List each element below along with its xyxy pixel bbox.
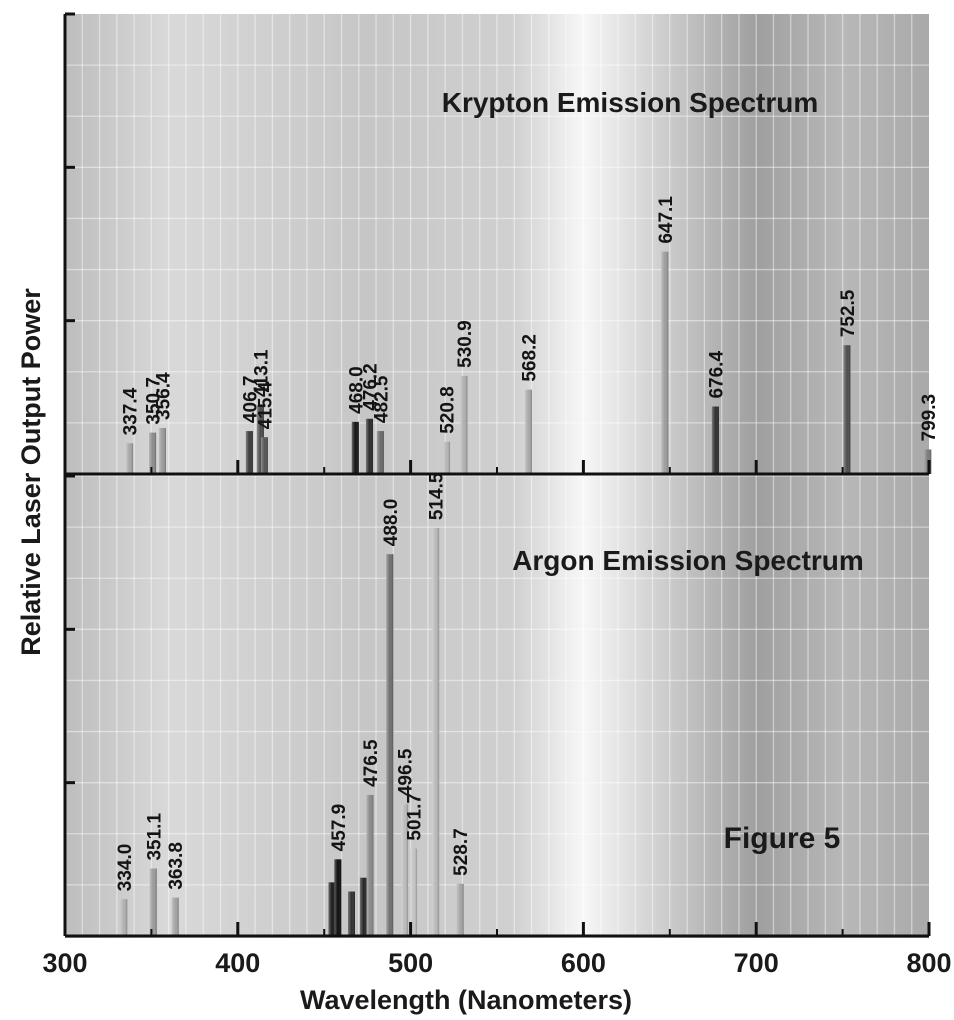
krypton-label-415.4: 415.4 xyxy=(255,381,276,429)
x-tick-labels: 300 400 500 600 700 800 xyxy=(42,948,951,978)
krypton-label-676.4: 676.4 xyxy=(706,351,727,399)
argon-bar-shading xyxy=(432,528,440,936)
krypton-title: Krypton Emission Spectrum xyxy=(442,87,819,118)
krypton-label-530.9: 530.9 xyxy=(455,320,476,368)
argon-label-457.9: 457.9 xyxy=(329,804,350,852)
argon-label-488.0: 488.0 xyxy=(381,499,402,547)
krypton-bar-shading xyxy=(711,406,719,474)
y-axis-label: Relative Laser Output Power xyxy=(16,288,46,656)
argon-bar-shading xyxy=(410,848,418,936)
krypton-bar-shading xyxy=(126,443,134,474)
krypton-bar-shading xyxy=(256,405,264,474)
krypton-label-356.4: 356.4 xyxy=(153,372,174,420)
krypton-bar-shading xyxy=(351,421,359,474)
krypton-label-647.1: 647.1 xyxy=(656,196,677,244)
argon-label-334.0: 334.0 xyxy=(115,844,136,892)
argon-bar-shading xyxy=(334,859,342,936)
argon-label-496.5: 496.5 xyxy=(396,748,417,796)
argon-bar-shading xyxy=(366,794,374,936)
krypton-bar-shading xyxy=(376,431,384,474)
krypton-label-799.3: 799.3 xyxy=(919,394,940,442)
krypton-label-413.1: 413.1 xyxy=(251,349,272,397)
krypton-label-350.7: 350.7 xyxy=(144,377,165,425)
argon-bar-shading xyxy=(149,868,157,936)
x-tick-label-800: 800 xyxy=(906,948,951,978)
krypton-label-406.7: 406.7 xyxy=(240,376,261,424)
krypton-bar-shading xyxy=(460,375,468,474)
krypton-bar-shading xyxy=(149,432,157,474)
x-axis-label: Wavelength (Nanometers) xyxy=(300,985,632,1015)
krypton-label-468.0: 468.0 xyxy=(346,366,367,414)
krypton-bar-shading xyxy=(245,431,253,474)
argon-label-476.5: 476.5 xyxy=(361,739,382,787)
argon-bar-shading xyxy=(348,891,356,936)
krypton-label-476.2: 476.2 xyxy=(360,363,381,411)
krypton-label-482.5: 482.5 xyxy=(371,375,392,423)
x-tick-label-500: 500 xyxy=(388,948,433,978)
krypton-bar-shading xyxy=(843,345,851,474)
krypton-bar-shading xyxy=(661,251,669,474)
argon-bar-shading xyxy=(120,899,128,936)
x-tick-label-600: 600 xyxy=(561,948,606,978)
argon-label-514.5: 514.5 xyxy=(427,472,448,520)
x-tick-label-700: 700 xyxy=(734,948,779,978)
argon-bar-shading xyxy=(401,804,409,936)
axes xyxy=(63,12,931,938)
plot-background xyxy=(65,14,929,938)
x-tick-label-400: 400 xyxy=(215,948,260,978)
argon-label-351.1: 351.1 xyxy=(144,813,165,861)
krypton-bar-shading xyxy=(158,428,166,474)
krypton-label-568.2: 568.2 xyxy=(519,334,540,382)
argon-bar-shading xyxy=(359,877,367,936)
argon-bar-shading xyxy=(386,554,394,936)
argon-bar-shading xyxy=(456,883,464,936)
argon-title: Argon Emission Spectrum xyxy=(512,545,864,576)
krypton-label-520.8: 520.8 xyxy=(438,386,459,434)
krypton-label-337.4: 337.4 xyxy=(121,387,142,435)
krypton-bar-shading xyxy=(524,389,532,474)
krypton-bar-shading xyxy=(443,441,451,474)
krypton-bar-shading xyxy=(365,418,373,474)
argon-label-528.7: 528.7 xyxy=(451,828,472,876)
argon-bar-shading xyxy=(171,897,179,936)
argon-bar-shading xyxy=(328,882,336,936)
x-tick-label-300: 300 xyxy=(42,948,87,978)
argon-label-501.7: 501.7 xyxy=(405,793,426,841)
krypton-label-752.5: 752.5 xyxy=(838,289,859,337)
krypton-bar-shading xyxy=(260,437,268,474)
figure-label: Figure 5 xyxy=(724,822,841,855)
argon-label-363.8: 363.8 xyxy=(166,842,187,890)
